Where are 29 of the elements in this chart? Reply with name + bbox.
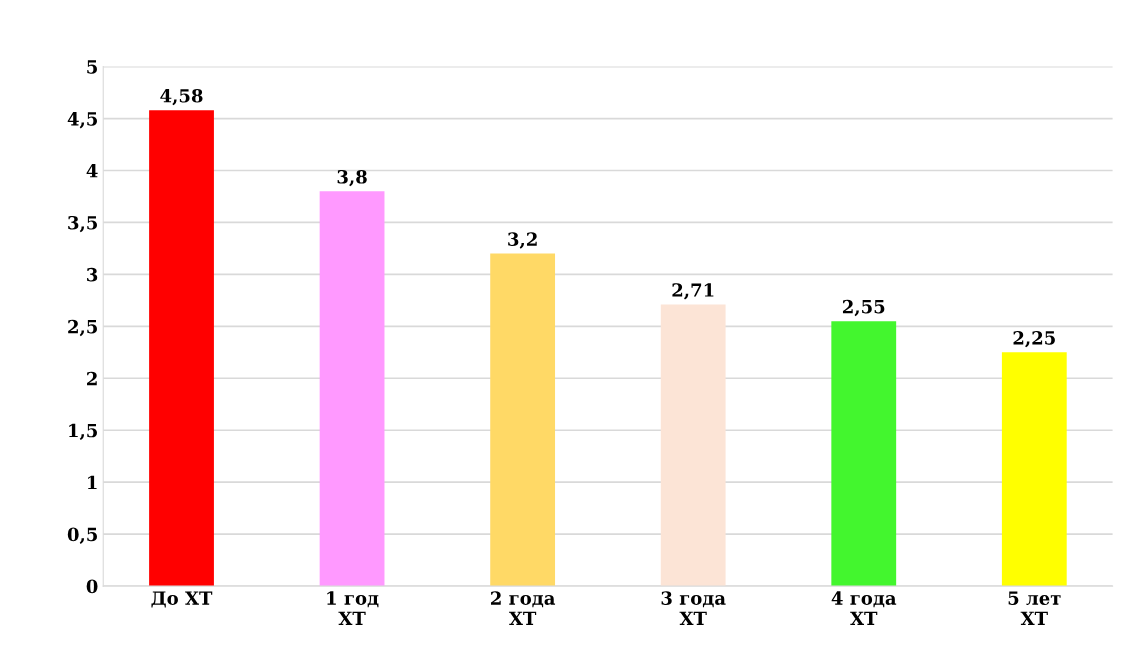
y-tick-label: 2 xyxy=(87,371,97,386)
bar xyxy=(490,253,556,587)
bar xyxy=(1001,352,1067,587)
data-label: 2,71 xyxy=(672,283,714,300)
data-label: 3,2 xyxy=(508,232,537,249)
y-tick-label: 1 xyxy=(88,475,97,490)
bar xyxy=(831,321,897,587)
x-tick-label: До ХТ xyxy=(151,591,213,608)
y-tick-label: 4 xyxy=(86,163,98,178)
y-tick-label: 1,5 xyxy=(69,423,97,441)
y-tick-label: 2,5 xyxy=(68,319,97,337)
x-tick-label: 1 год ХТ xyxy=(327,591,379,625)
y-tick-label: 3 xyxy=(87,267,98,282)
bar xyxy=(319,191,385,587)
data-label: 3,8 xyxy=(337,169,367,187)
x-tick-label: 5 лет ХТ xyxy=(1008,591,1061,625)
data-label: 4,58 xyxy=(160,88,203,106)
y-tick-label: 0 xyxy=(86,579,98,594)
y-tick-label: 5 xyxy=(87,60,97,74)
y-tick-label: 0,5 xyxy=(67,527,97,544)
x-tick-label: 2 года ХТ xyxy=(490,591,556,625)
y-tick-label: 4,5 xyxy=(67,112,97,129)
data-label: 2,25 xyxy=(1013,330,1055,348)
data-label: 2,55 xyxy=(842,299,885,317)
x-tick-label: 4 года ХТ xyxy=(831,591,897,625)
y-tick-label: 3,5 xyxy=(68,215,97,233)
bar xyxy=(149,110,214,587)
bar xyxy=(660,304,726,587)
x-tick-label: 3 года ХТ xyxy=(661,591,726,625)
